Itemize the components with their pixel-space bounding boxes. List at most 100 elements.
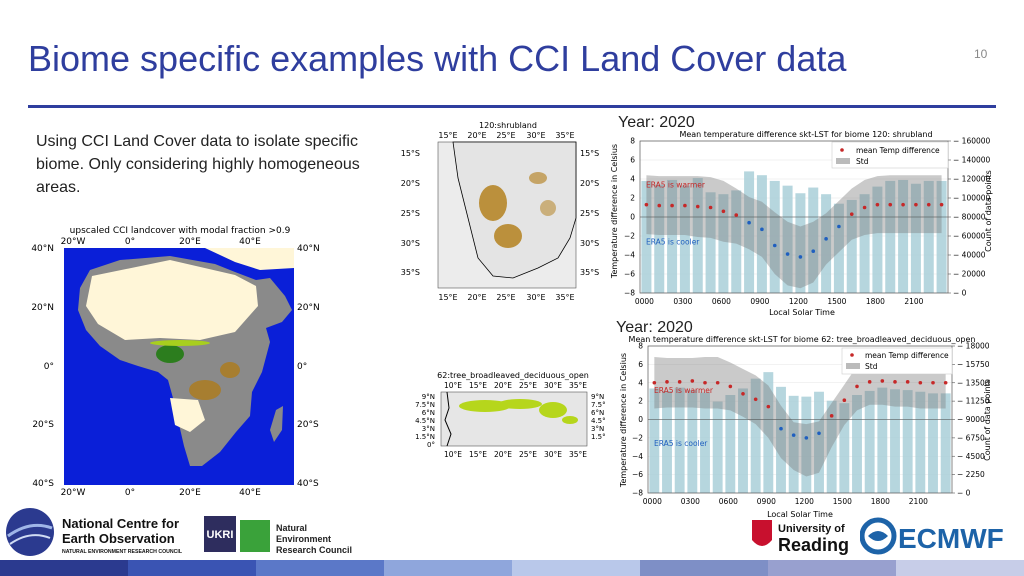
mean-point	[811, 249, 816, 253]
y2-tick-label: − 120000	[953, 175, 991, 184]
y-tick-label: −6	[624, 270, 635, 279]
x-tick-label: 1800	[871, 497, 890, 506]
africa-y-tick-left: 20°N	[31, 303, 54, 313]
mean-point	[931, 380, 935, 385]
shrub-y-tick-left: 25°S	[401, 209, 420, 218]
mean-point	[798, 255, 803, 259]
count-bar	[662, 390, 672, 493]
count-bar	[738, 388, 748, 493]
count-bar	[782, 185, 793, 293]
mean-point	[779, 426, 783, 431]
y-tick-label: 0	[638, 415, 643, 424]
y-tick-label: 4	[630, 175, 635, 184]
footer-segment	[640, 560, 768, 576]
x-tick-label: 1800	[866, 297, 885, 306]
tree-broadleaved-map: 62:tree_broadleaved_deciduous_open 10°E …	[415, 371, 605, 459]
mean-point	[728, 384, 733, 389]
count-bar	[915, 391, 926, 493]
footer-segment	[512, 560, 640, 576]
mean-point	[683, 203, 687, 208]
legend-std-swatch	[846, 363, 860, 369]
tree-cluster	[459, 400, 511, 412]
x-tick-label: 0300	[673, 297, 692, 306]
tree-x-tick-top: 20°E	[494, 381, 512, 390]
count-bar	[877, 387, 888, 493]
y2-tick-label: − 60000	[953, 232, 986, 241]
footer-segment	[256, 560, 384, 576]
tree-y-tick-right: 1.5°N	[591, 433, 605, 441]
shrub-x-tick-top: 35°E	[555, 131, 574, 140]
tree-y-tick-left: 3°N	[422, 425, 435, 433]
count-bar	[826, 400, 837, 493]
mean-point	[791, 433, 796, 437]
count-bar	[718, 194, 729, 293]
y-tick-label: 2	[638, 397, 643, 406]
tree-x-tick-bottom: 25°E	[519, 450, 537, 459]
chart-y-axis-label: Temperature difference in Celsius	[619, 353, 628, 488]
count-bar	[731, 190, 742, 293]
shrub-cluster	[540, 200, 556, 216]
chart-y2-axis-label: Count of data points	[983, 379, 992, 461]
temperature-difference-chart-shrubland: −8 −6 −4 −2 0 2 4 6 8 − 0 − 20000 − 40000 − 60000 − 8…	[610, 130, 993, 317]
count-bar	[859, 194, 870, 293]
count-bar	[833, 203, 844, 293]
count-bar	[641, 180, 652, 293]
mean-point	[855, 384, 859, 389]
mideast-desert	[205, 248, 294, 270]
tree-x-tick-top: 25°E	[519, 381, 537, 390]
count-bar	[687, 390, 698, 493]
chart-title: Mean temperature difference skt-LST for …	[679, 130, 932, 139]
count-bar	[692, 178, 703, 293]
count-bar	[750, 378, 761, 493]
y-tick-label: 2	[630, 194, 635, 203]
shrub-map-title: 120:shrubland	[479, 121, 537, 130]
shrubland-map: 120:shrubland 15°E 20°E 25°E 30°E 35°E 1…	[401, 121, 600, 302]
y2-tick-label: − 18000	[957, 342, 990, 351]
count-bar	[649, 388, 660, 493]
count-bar	[846, 199, 857, 293]
y2-tick-label: − 6750	[957, 433, 985, 442]
mean-point	[741, 391, 745, 396]
shrub-x-tick-bottom: 30°E	[526, 293, 545, 302]
tree-y-tick-right: 4.5°N	[591, 417, 605, 425]
shrub-patch	[220, 362, 240, 378]
mean-point	[644, 202, 649, 207]
chart-legend: mean Temp difference Std	[831, 141, 949, 169]
tree-x-tick-top: 10°E	[444, 381, 462, 390]
footer-color-bar	[0, 560, 1024, 576]
chart-legend: mean Temp difference Std	[841, 347, 953, 375]
y-tick-label: −2	[632, 433, 643, 442]
chart1-year-label: Year: 2020	[618, 114, 695, 131]
y2-tick-label: − 0	[953, 289, 967, 298]
shrub-cluster	[494, 224, 522, 248]
legend-box	[831, 141, 949, 169]
africa-y-tick-right: 40°S	[297, 479, 319, 489]
mean-point	[766, 404, 771, 409]
count-bar	[872, 186, 883, 293]
y-tick-label: 6	[630, 156, 635, 165]
count-bar	[864, 390, 875, 493]
tree-y-tick-left: 0°	[427, 441, 435, 449]
mean-point	[837, 224, 841, 229]
shrub-x-tick-top: 25°E	[496, 131, 515, 140]
y-tick-label: 0	[630, 213, 635, 222]
nceo-title-line2: Earth Observation	[62, 531, 175, 546]
mean-point	[862, 205, 867, 210]
tree-map-coastline	[444, 391, 452, 447]
y2-tick-label: − 140000	[953, 156, 991, 165]
reading-line2: Reading	[778, 535, 849, 555]
mean-point	[914, 202, 918, 207]
count-bar	[674, 387, 685, 493]
count-bar	[744, 171, 755, 293]
count-bar	[928, 393, 938, 493]
shrub-y-tick-left: 15°S	[401, 149, 420, 158]
y2-tick-label: − 100000	[953, 194, 991, 203]
shrub-x-tick-bottom: 15°E	[438, 293, 457, 302]
tree-cluster	[498, 399, 542, 409]
mean-point	[721, 209, 726, 214]
y-tick-label: −2	[624, 232, 635, 241]
footer-segment	[128, 560, 256, 576]
x-tick-label: 0000	[643, 497, 662, 506]
y2-tick-label: − 40000	[953, 251, 986, 260]
mean-point	[849, 212, 854, 216]
